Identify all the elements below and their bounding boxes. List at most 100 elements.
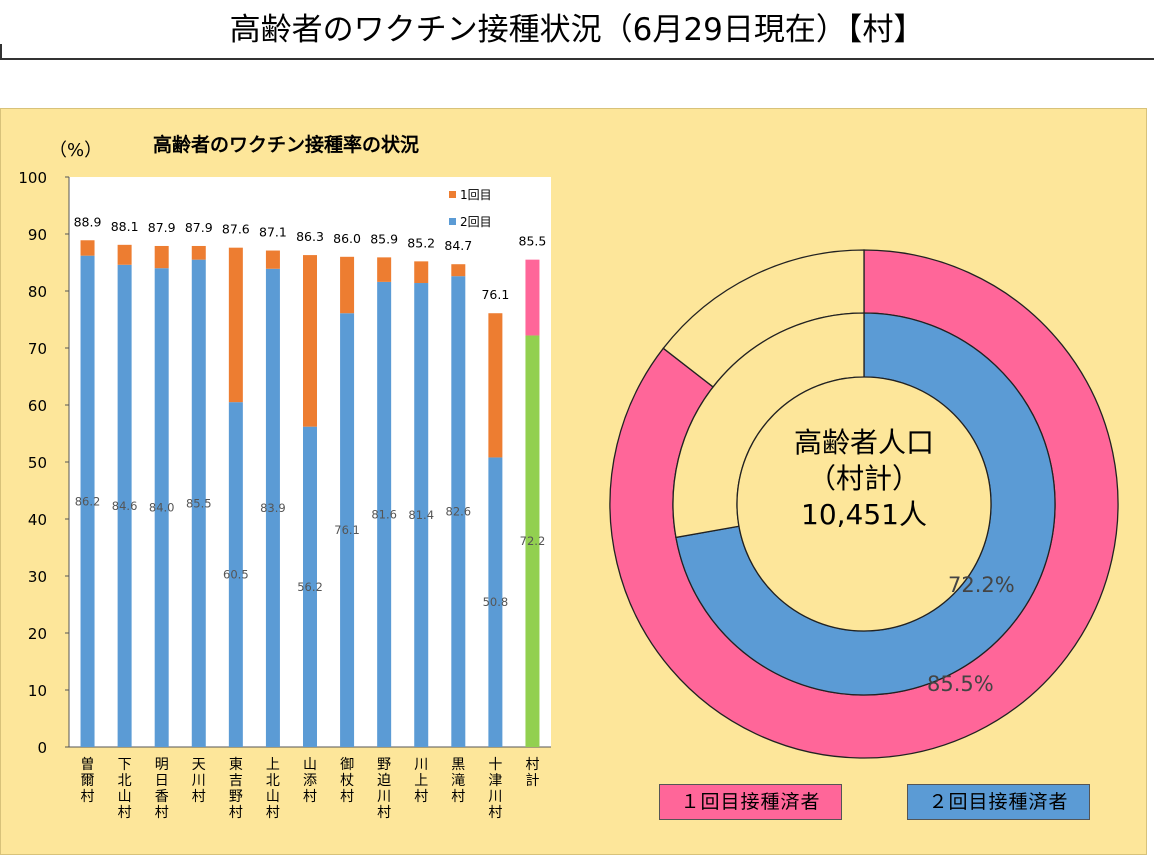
bar-total-label: 85.5 (519, 234, 547, 249)
y-tick-label: 30 (28, 568, 47, 586)
bar-total-label: 88.1 (111, 219, 139, 234)
title-rule (0, 58, 1154, 60)
bar-second-dose (191, 259, 206, 747)
bar-second-dose (377, 281, 392, 747)
bar-second-dose (414, 283, 429, 747)
bar-second-dose (340, 313, 355, 747)
y-tick-label: 40 (28, 511, 47, 529)
bar-second-label: 82.6 (446, 505, 472, 519)
bar-first-dose (303, 255, 317, 427)
bar-first-dose (154, 245, 169, 269)
bar-second-label: 76.1 (334, 523, 360, 537)
bar-second-label: 84.0 (149, 501, 175, 515)
y-tick-label: 90 (28, 226, 47, 244)
bar-second-label: 56.2 (297, 580, 323, 594)
bar-first-dose (525, 259, 540, 336)
y-tick-label: 70 (28, 340, 47, 358)
bar-second-dose (451, 276, 466, 747)
bar-total-label: 86.3 (296, 229, 324, 244)
page-title: 高齢者のワクチン接種状況（6月29日現在）【村】 (229, 12, 925, 48)
bar-second-label: 84.6 (112, 499, 138, 513)
bar-second-label: 50.8 (483, 595, 509, 609)
legend-second-dose: ２回目接種済者 (907, 784, 1090, 820)
y-tick-label: 0 (37, 739, 47, 757)
bar-first-dose (117, 244, 132, 265)
bar-first-dose (80, 240, 95, 256)
bar-first-dose (340, 256, 355, 314)
bar-second-label: 83.9 (260, 501, 286, 515)
x-axis: 曽爾村 下北山村 明日香村 天川村 東吉野村 上北山村 山添村 御杖村 野迫川村 川上村 黒滝村 十津… (81, 757, 540, 821)
bar-total-label: 87.6 (222, 222, 250, 237)
bar-second-dose (117, 264, 132, 747)
bar-second-dose (303, 426, 317, 747)
bar-total-label: 85.2 (407, 235, 435, 250)
bar-total-label: 86.0 (333, 231, 361, 246)
legend-first-dose: １回目接種済者 (659, 784, 842, 820)
bar-second-label: 60.5 (223, 568, 249, 582)
bar-total-label: 88.9 (74, 214, 102, 229)
bar-second-dose (265, 268, 280, 747)
bar-second-dose (488, 457, 503, 747)
inner-percent-label: 72.2% (948, 573, 1015, 597)
donut-center-text: 高齢者人口 （村計） 10,451人 (764, 425, 964, 533)
center-line-1: 高齢者人口 (793, 426, 934, 459)
x-category-label: 十津川村 (488, 757, 502, 821)
x-category-label: 野迫川村 (377, 757, 391, 821)
y-tick-label: 10 (28, 682, 47, 700)
bar-second-label: 81.4 (408, 508, 434, 522)
bar-second-dose (228, 402, 243, 747)
x-category-label: 曽爾村 (81, 757, 95, 805)
bar-chart: （%） 高齢者のワクチン接種率の状況 0 10 20 30 40 50 60 70 80 90 10… (18, 133, 551, 821)
bar-first-dose (414, 261, 429, 284)
y-tick-label: 60 (28, 397, 47, 415)
bar-first-dose (265, 250, 280, 269)
bar-total-label: 85.9 (370, 231, 398, 246)
x-category-label: 下北山村 (118, 757, 132, 821)
bar-first-dose (488, 313, 503, 458)
y-tick-label: 50 (28, 454, 47, 472)
bar-first-dose (377, 257, 392, 282)
x-category-label: 川上村 (414, 757, 428, 805)
bar-first-dose (191, 245, 206, 260)
bar-second-dose (80, 255, 95, 747)
bar-series: 88.9 86.2 88.1 84.6 87.9 84.0 87.9 85.5 87.6 60.5… (74, 214, 547, 747)
x-category-label: 村計 (525, 757, 539, 789)
bar-second-dose (525, 335, 540, 747)
bar-second-label: 85.5 (186, 496, 212, 510)
bar-total-label: 87.9 (185, 220, 213, 235)
donut-hole (736, 376, 992, 632)
chart-panel: （%） 高齢者のワクチン接種率の状況 0 10 20 30 40 50 60 70 80 90 10… (0, 108, 1147, 855)
x-category-label: 黒滝村 (451, 757, 465, 805)
y-tick-label: 80 (28, 283, 47, 301)
bar-second-label: 86.2 (75, 494, 101, 508)
bar-chart-title: 高齢者のワクチン接種率の状況 (153, 133, 419, 156)
legend-swatch-first (449, 191, 456, 198)
bar-first-dose (228, 247, 243, 403)
x-category-label: 御杖村 (340, 757, 354, 805)
bar-second-label: 81.6 (371, 507, 397, 521)
y-tick-label: 100 (18, 169, 47, 187)
bar-second-dose (154, 268, 169, 747)
x-category-label: 明日香村 (155, 757, 169, 821)
donut-chart: 72.2% 85.5% (609, 249, 1119, 759)
x-category-label: 天川村 (192, 757, 206, 805)
legend-swatch-second (449, 218, 456, 225)
bar-total-label: 87.1 (259, 225, 287, 240)
bar-first-dose (451, 264, 466, 277)
legend-label-first: 1回目 (460, 188, 492, 202)
bar-total-label: 84.7 (444, 238, 472, 253)
x-category-label: 東吉野村 (229, 757, 243, 821)
center-line-3: 10,451人 (801, 498, 927, 531)
y-axis: 0 10 20 30 40 50 60 70 80 90 100 (18, 169, 69, 757)
y-unit-label: （%） (49, 140, 102, 161)
y-tick-label: 20 (28, 625, 47, 643)
bar-second-label: 72.2 (520, 534, 546, 548)
x-category-label: 山添村 (303, 757, 317, 805)
title-rule-left (0, 44, 2, 60)
outer-percent-label: 85.5% (927, 672, 994, 696)
center-line-2: （村計） (807, 462, 920, 495)
bar-total-label: 87.9 (148, 220, 176, 235)
x-category-label: 上北山村 (266, 757, 280, 821)
legend-label-second: 2回目 (460, 215, 492, 229)
bar-total-label: 76.1 (481, 287, 509, 302)
